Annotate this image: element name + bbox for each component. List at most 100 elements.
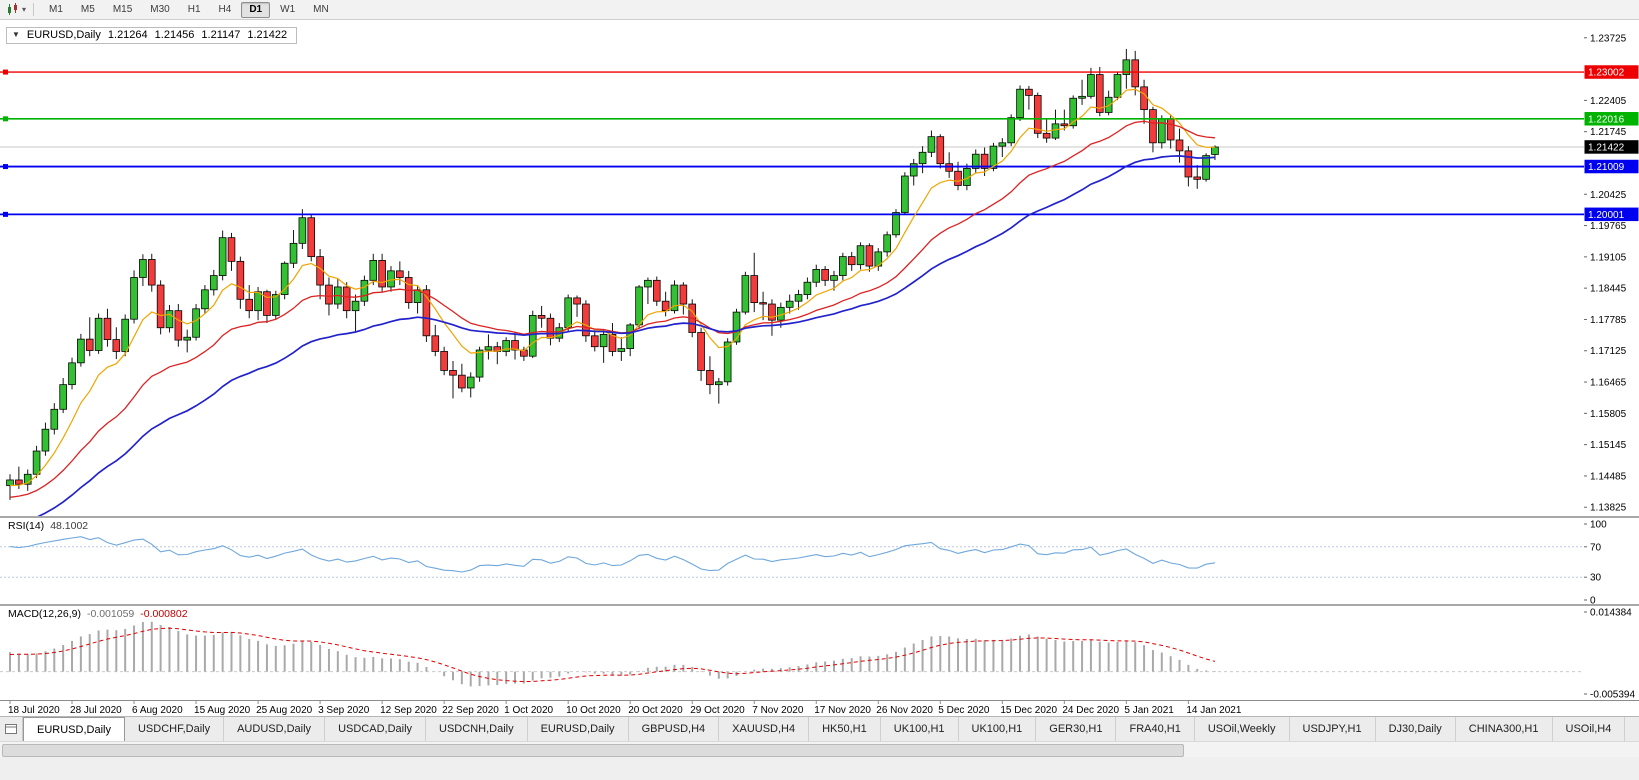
macd-indicator-label: MACD(12,26,9) -0.001059 -0.000802 — [8, 608, 188, 620]
line-handle[interactable] — [3, 69, 8, 75]
svg-text:1.21422: 1.21422 — [1588, 142, 1625, 153]
toolbar: ▾ M1 M5 M15 M30 H1 H4 D1 W1 MN — [0, 0, 1639, 20]
line-handle[interactable] — [3, 164, 8, 170]
chart-symbol-period: EURUSD,Daily — [26, 29, 101, 41]
timeframe-button-m5[interactable]: M5 — [80, 3, 95, 15]
svg-text:1.21009: 1.21009 — [1588, 162, 1625, 173]
svg-text:5 Dec 2020: 5 Dec 2020 — [938, 705, 990, 716]
line-handle[interactable] — [3, 116, 8, 122]
ohlc-low: 1.21147 — [201, 29, 241, 41]
timeframe-button-w1[interactable]: W1 — [280, 3, 296, 15]
tab-eurusd-daily[interactable]: EURUSD,Daily — [528, 717, 629, 741]
ma-fast-line — [9, 88, 1216, 487]
ohlc-open: 1.21264 — [107, 29, 148, 41]
timeframe-button-mn[interactable]: MN — [313, 3, 329, 15]
tab-dj30-daily[interactable]: DJ30,Daily — [1376, 717, 1456, 741]
svg-text:15 Aug 2020: 15 Aug 2020 — [194, 705, 251, 716]
chart-windows-icon[interactable] — [0, 717, 23, 741]
svg-text:7 Nov 2020: 7 Nov 2020 — [752, 705, 804, 716]
svg-text:29 Oct 2020: 29 Oct 2020 — [690, 705, 745, 716]
chart-title: ▼ EURUSD,Daily 1.21264 1.21456 1.21147 1… — [6, 27, 298, 44]
date-axis[interactable]: 18 Jul 2020 28 Jul 2020 6 Aug 2020 15 Aug 2… — [0, 700, 1639, 716]
candlestick-chart-icon[interactable] — [6, 3, 20, 16]
svg-text:24 Dec 2020: 24 Dec 2020 — [1062, 705, 1119, 716]
svg-text:14 Jan 2021: 14 Jan 2021 — [1186, 705, 1241, 716]
svg-text:1.15145: 1.15145 — [1590, 440, 1627, 451]
macd-signal-line — [9, 627, 1216, 683]
svg-text:-0.005394: -0.005394 — [1590, 690, 1635, 701]
svg-text:0: 0 — [1590, 596, 1596, 607]
rsi-value: 48.1002 — [50, 520, 89, 532]
tab-gbpusd-h4[interactable]: GBPUSD,H4 — [629, 717, 720, 741]
chart-type-dropdown-caret[interactable]: ▾ — [22, 5, 27, 14]
rsi-panel[interactable] — [0, 536, 1584, 578]
svg-text:0.014384: 0.014384 — [1590, 608, 1632, 619]
timeframe-button-m15[interactable]: M15 — [112, 3, 133, 15]
panel-separator-macd[interactable] — [0, 604, 1639, 606]
svg-text:15 Dec 2020: 15 Dec 2020 — [1000, 705, 1057, 716]
svg-text:1.20001: 1.20001 — [1588, 210, 1625, 221]
timeframe-button-m30[interactable]: M30 — [150, 3, 170, 15]
timeframe-buttons: M1 M5 M15 M30 H1 H4 D1 W1 MN — [41, 1, 337, 18]
svg-text:30: 30 — [1590, 573, 1602, 584]
tab-uk100-h1[interactable]: UK100,H1 — [881, 717, 959, 741]
macd-histogram — [9, 621, 1216, 687]
svg-text:70: 70 — [1590, 542, 1602, 553]
line-handle[interactable] — [3, 211, 8, 217]
price-scale[interactable]: 1.23725 1.22405 1.21745 1.20425 1.19765 1.191… — [1584, 33, 1639, 701]
scrollbar-thumb[interactable] — [2, 744, 1184, 757]
timeframe-button-m1[interactable]: M1 — [49, 3, 63, 15]
panel-separator-rsi[interactable] — [0, 516, 1639, 518]
rsi-line — [9, 536, 1216, 573]
tab-usdcnh-daily[interactable]: USDCNH,Daily — [426, 717, 528, 741]
svg-text:1.19105: 1.19105 — [1590, 252, 1627, 263]
svg-text:1.15805: 1.15805 — [1590, 409, 1627, 420]
current-price-badge — [1584, 140, 1639, 154]
svg-text:1.13825: 1.13825 — [1590, 503, 1627, 514]
svg-text:12 Sep 2020: 12 Sep 2020 — [380, 705, 437, 716]
tab-china300-h1[interactable]: CHINA300,H1 — [1456, 717, 1553, 741]
candlestick-series — [6, 48, 1219, 500]
svg-text:1.19765: 1.19765 — [1590, 221, 1627, 232]
ohlc-close: 1.21422 — [247, 29, 288, 41]
svg-text:1.17785: 1.17785 — [1590, 315, 1627, 326]
tab-usdcad-daily[interactable]: USDCAD,Daily — [325, 717, 427, 741]
ma-medium-line — [9, 120, 1216, 498]
svg-text:26 Nov 2020: 26 Nov 2020 — [876, 705, 933, 716]
svg-text:100: 100 — [1590, 520, 1607, 531]
chart-tab-bar: EURUSD,Daily USDCHF,Daily AUDUSD,Daily USDC… — [0, 716, 1639, 741]
svg-text:1.23725: 1.23725 — [1590, 33, 1627, 44]
svg-text:1 Oct 2020: 1 Oct 2020 — [504, 705, 553, 716]
svg-text:1.21745: 1.21745 — [1590, 127, 1627, 138]
tab-uk100-h1[interactable]: UK100,H1 — [959, 717, 1037, 741]
timeframe-button-h4[interactable]: H4 — [218, 3, 232, 15]
timeframe-button-h1[interactable]: H1 — [187, 3, 201, 15]
svg-text:1.23002: 1.23002 — [1588, 68, 1625, 79]
tab-eurusd-daily[interactable]: EURUSD,Daily — [23, 717, 125, 741]
macd-panel[interactable] — [0, 621, 1584, 687]
svg-text:1.22405: 1.22405 — [1590, 96, 1627, 107]
toolbar-separator — [33, 3, 35, 16]
macd-main-value: -0.001059 — [86, 608, 135, 620]
ohlc-high: 1.21456 — [154, 29, 195, 41]
tab-audusd-daily[interactable]: AUDUSD,Daily — [224, 717, 326, 741]
price-panel[interactable] — [0, 48, 1584, 500]
tab-usoil-h4[interactable]: USOil,H4 — [1553, 717, 1626, 741]
tab-usoil-weekly[interactable]: USOil,Weekly — [1195, 717, 1290, 741]
tab-ger30-h1[interactable]: GER30,H1 — [1036, 717, 1117, 741]
svg-text:1.17125: 1.17125 — [1590, 346, 1627, 357]
svg-text:20 Oct 2020: 20 Oct 2020 — [628, 705, 683, 716]
tab-usdjpy-h1[interactable]: USDJPY,H1 — [1290, 717, 1376, 741]
tab-usdchf-daily[interactable]: USDCHF,Daily — [125, 717, 225, 741]
svg-text:5 Jan 2021: 5 Jan 2021 — [1124, 705, 1174, 716]
horizontal-scrollbar[interactable] — [0, 741, 1639, 757]
collapse-arrow-icon[interactable]: ▼ — [12, 30, 20, 39]
rsi-name: RSI(14) — [8, 520, 45, 532]
tab-xauusd-h4[interactable]: XAUUSD,H4 — [719, 717, 810, 741]
tab-fra40-h1[interactable]: FRA40,H1 — [1116, 717, 1195, 741]
timeframe-button-d1[interactable]: D1 — [241, 1, 271, 18]
svg-text:18 Jul 2020: 18 Jul 2020 — [8, 705, 60, 716]
tab-hk50-h1[interactable]: HK50,H1 — [809, 717, 881, 741]
svg-text:25 Aug 2020: 25 Aug 2020 — [256, 705, 313, 716]
